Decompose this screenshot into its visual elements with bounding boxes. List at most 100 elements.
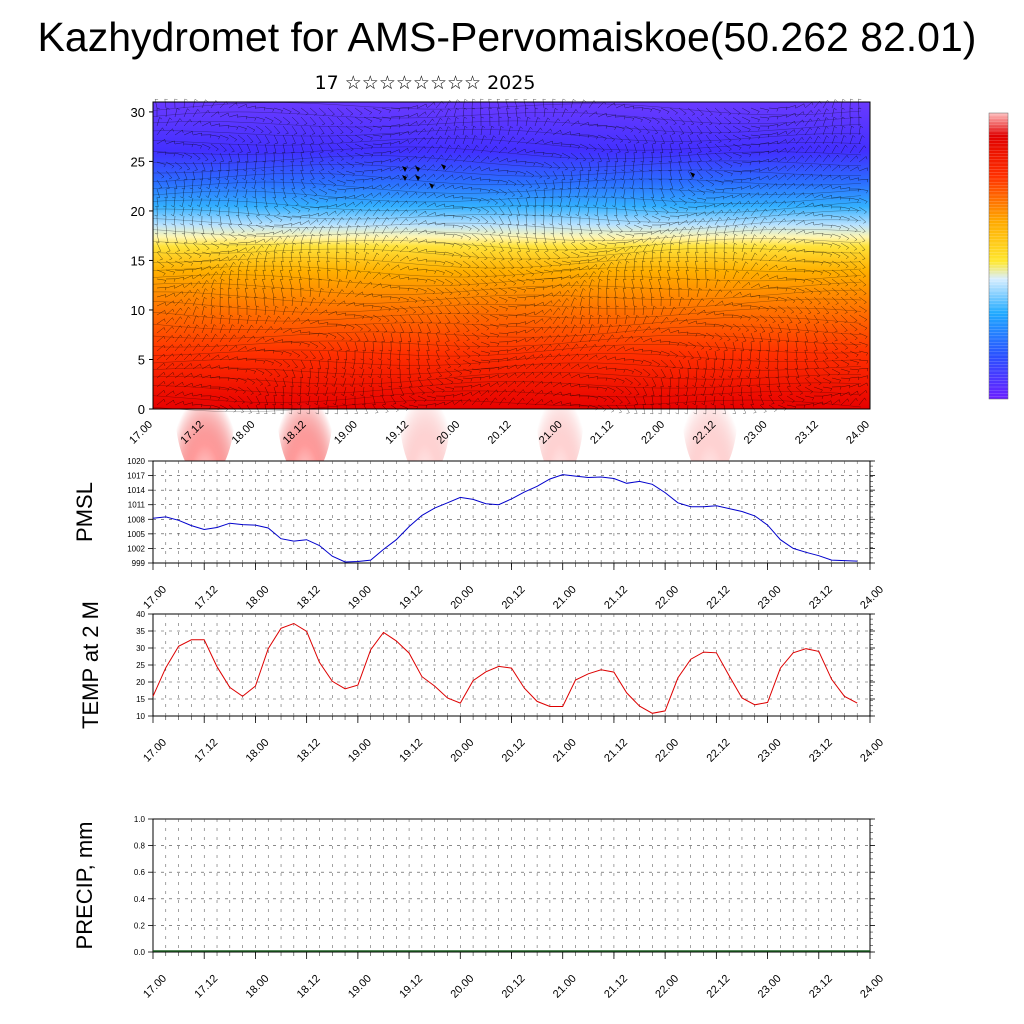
- wind-barb: [378, 350, 383, 361]
- wind-barb: [408, 121, 418, 127]
- wind-barb: [543, 353, 553, 361]
- wind-barb: [291, 329, 301, 334]
- wind-barb: [435, 377, 444, 386]
- profile-xtick-label: 19.00: [332, 419, 360, 447]
- wind-barb: [750, 395, 754, 405]
- wind-barb: [777, 191, 787, 199]
- wind-barb: [165, 399, 175, 406]
- wind-barb: [264, 395, 269, 405]
- pmsl-xtick-label: 24.00: [858, 584, 886, 612]
- wind-barb: [849, 107, 853, 117]
- wind-barb: [659, 287, 663, 298]
- wind-barb: [579, 272, 588, 280]
- wind-barb: [813, 233, 824, 237]
- wind-barb: [416, 341, 420, 352]
- wind-barb: [174, 334, 183, 343]
- wind-barb: [525, 126, 533, 136]
- wind-barb: [701, 368, 707, 379]
- wind-barb: [723, 242, 728, 253]
- wind-barb: [408, 200, 418, 208]
- wind-barb: [597, 296, 601, 307]
- wind-barb: [795, 183, 805, 190]
- wind-barb: [345, 323, 355, 330]
- wind-barb: [732, 303, 743, 308]
- wind-barb: [696, 152, 702, 162]
- wind-barb: [237, 324, 245, 334]
- wind-barb: [453, 116, 459, 127]
- wind-barb: [318, 152, 324, 162]
- wind-barb: [435, 287, 444, 295]
- wind-barb: [345, 279, 353, 289]
- wind-barb: [387, 350, 392, 361]
- wind-barb: [291, 341, 302, 346]
- wind-barb: [372, 160, 383, 164]
- contour-line: [152, 298, 862, 313]
- wind-barb: [381, 305, 391, 312]
- wind-barb: [349, 377, 356, 387]
- wind-barb: [552, 170, 558, 180]
- wind-barb: [390, 296, 401, 302]
- wind-barb: [723, 290, 732, 298]
- wind-barb: [516, 380, 526, 388]
- wind-barb: [650, 143, 655, 154]
- wind-barb: [660, 107, 670, 115]
- wind-barb: [840, 125, 846, 136]
- wind-barb: [363, 107, 373, 115]
- wind-barb: [179, 206, 185, 217]
- wind-barb: [345, 188, 356, 192]
- wind-barb: [525, 389, 535, 397]
- wind-barb: [516, 206, 520, 216]
- wind-barb: [858, 278, 867, 287]
- wind-barb: [372, 294, 383, 299]
- wind-barb: [210, 324, 217, 334]
- wind-barb: [840, 135, 847, 145]
- wind-barb: [471, 135, 478, 145]
- wind-barb: [534, 344, 544, 352]
- wind-barb: [813, 332, 818, 342]
- wind-barb: [165, 242, 171, 252]
- wind-barb: [575, 179, 581, 190]
- wind-barb: [561, 306, 569, 316]
- wind-barb: [552, 316, 561, 325]
- wind-barb: [651, 229, 661, 235]
- wind-barb: [584, 206, 590, 217]
- wind-barb: [570, 333, 578, 343]
- wind-barb: [444, 164, 453, 172]
- wind-barb: [840, 314, 848, 323]
- wind-barb: [219, 344, 228, 352]
- wind-barb: [804, 110, 813, 118]
- wind-barb: [453, 135, 460, 145]
- wind-barb: [444, 269, 454, 277]
- wind-barb: [668, 161, 672, 172]
- wind-barb: [615, 305, 619, 316]
- wind-barb: [237, 314, 243, 325]
- wind-barb: [218, 215, 222, 226]
- wind-barb: [831, 144, 839, 154]
- wind-barb: [795, 386, 804, 395]
- wind-barb: [668, 287, 672, 298]
- contour-line: [152, 181, 862, 195]
- wind-barb: [318, 161, 325, 171]
- wind-barb: [813, 296, 822, 305]
- wind-barb: [192, 242, 200, 251]
- wind-barb: [831, 233, 841, 240]
- wind-barb: [678, 116, 686, 126]
- wind-barb: [750, 314, 760, 322]
- wind-barb: [174, 307, 183, 316]
- wind-barb: [611, 188, 617, 199]
- wind-barb: [750, 216, 758, 226]
- wind-barb: [354, 161, 365, 167]
- wind-barb: [849, 98, 854, 109]
- wind-barb: [235, 206, 240, 217]
- wind-barb: [741, 261, 749, 271]
- wind-barb: [309, 320, 319, 325]
- wind-barb: [480, 224, 488, 233]
- wind-barb: [390, 157, 400, 163]
- wind-barb: [759, 225, 767, 235]
- pmsl-xtick-label: 19.12: [397, 584, 425, 612]
- wind-barb: [687, 107, 696, 116]
- wind-barb: [354, 216, 362, 226]
- wind-barb: [737, 359, 743, 370]
- wind-barb: [183, 251, 192, 259]
- wind-barb: [795, 239, 805, 244]
